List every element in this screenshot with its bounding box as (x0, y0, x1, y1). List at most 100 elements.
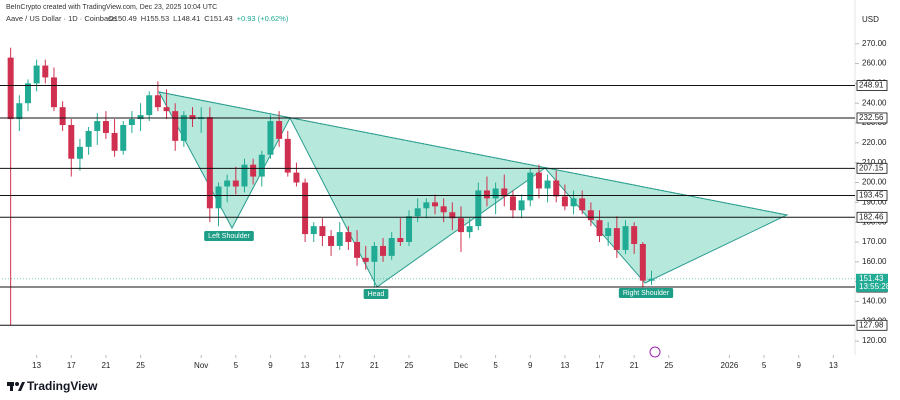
y-tick-label: 160.00 (862, 257, 887, 266)
level-label-box (856, 80, 888, 91)
candle-body (509, 196, 516, 211)
candle-body (276, 121, 283, 139)
candle-body (50, 77, 57, 108)
candle-body (371, 245, 378, 262)
y-tick-label: 200.00 (862, 178, 887, 187)
y-tick-label: 260.00 (862, 59, 887, 68)
level-label-box (856, 319, 888, 331)
candle-body (457, 218, 464, 233)
credit: BeInCrypto created with TradingView.com,… (6, 4, 217, 11)
candle-body (414, 208, 421, 217)
y-tick-label: 220.00 (862, 138, 887, 147)
level-label: 127.98 (859, 320, 884, 329)
x-tick-label: 5 (493, 361, 498, 370)
candle-body (483, 190, 490, 199)
candle-body (527, 172, 534, 201)
y-tick-label: 120.00 (862, 336, 887, 345)
brand: TradingView (27, 379, 98, 393)
level-label: 248.91 (859, 81, 884, 90)
candle-body (345, 232, 352, 242)
annotation: Right Shoulder (618, 288, 674, 298)
candle-body (310, 226, 317, 235)
candle-body (605, 228, 612, 237)
y-tick-label: 270.00 (862, 39, 887, 48)
candle-body (579, 198, 586, 211)
level-label: 193.45 (859, 191, 884, 200)
candle-body (302, 182, 309, 235)
y-tick-label: 170.00 (862, 237, 887, 246)
candle-body (518, 200, 525, 211)
candle-body (24, 83, 31, 104)
candle-body (267, 121, 274, 155)
candle-body (535, 172, 542, 189)
candle-body (250, 164, 257, 177)
level-label: 182.46 (859, 212, 884, 221)
candle-body (94, 121, 101, 131)
candle-body (553, 180, 560, 197)
candle-body (431, 202, 438, 207)
candle-body (172, 111, 179, 141)
candle-body (466, 226, 473, 233)
x-tick-label: 13 (829, 361, 838, 370)
x-tick-label: Nov (194, 361, 208, 370)
x-tick-label: 2026 (721, 361, 739, 370)
candle-body (85, 130, 92, 147)
candle-body (102, 121, 109, 133)
candle-body (76, 146, 83, 159)
candle-body (544, 180, 551, 189)
candle-body (284, 138, 291, 173)
x-tick-label: 21 (630, 361, 639, 370)
candle-body (120, 125, 127, 151)
candle-body (224, 180, 231, 187)
neckline (158, 91, 788, 216)
x-tick-label: 13 (32, 361, 41, 370)
candle-body (622, 226, 629, 250)
candle-body (639, 243, 646, 281)
candle-body (648, 278, 655, 281)
candle-body (33, 65, 40, 84)
candle-body (111, 132, 118, 151)
candle-body (440, 206, 447, 213)
candle-body (293, 172, 300, 183)
x-tick-label: 25 (664, 361, 673, 370)
level-label-box (856, 190, 888, 201)
x-tick-label: 13 (301, 361, 310, 370)
candle-body (596, 220, 603, 237)
last-price-box (856, 273, 888, 292)
x-tick-label: 13 (560, 361, 569, 370)
candle-body (587, 210, 594, 221)
candle-body (354, 241, 361, 258)
candle-body (475, 190, 482, 227)
x-tick-label: 5 (762, 361, 767, 370)
candle-body (631, 226, 638, 244)
candle-body (449, 212, 456, 219)
x-tick-label: 25 (136, 361, 145, 370)
annotation: Left Shoulder (204, 231, 254, 241)
y-tick-label: 140.00 (862, 297, 887, 306)
candle-body (7, 57, 14, 120)
ohlc-value: L148.41 (173, 14, 200, 23)
candle-body (613, 228, 620, 250)
candle-body (570, 198, 577, 207)
x-tick-label: 25 (405, 361, 414, 370)
candle-body (128, 119, 135, 126)
annotation-label: Left Shoulder (208, 233, 250, 240)
event-marker (649, 346, 661, 358)
pattern-fill (158, 91, 789, 288)
symbol: Aave / US Dollar · 1D · Coinbase (6, 14, 116, 23)
candle-body (16, 103, 23, 120)
x-tick-label: 9 (528, 361, 533, 370)
last-price-label: 151.43 (859, 274, 884, 283)
candle-body (406, 216, 413, 242)
ohlc-value: C151.43 (204, 14, 232, 23)
candle-body (319, 226, 326, 237)
x-tick-label: 17 (595, 361, 604, 370)
ohlc-value: +0.93 (+0.62%) (237, 14, 289, 23)
annotation-box (363, 289, 389, 299)
x-tick-label: 9 (268, 361, 273, 370)
candle-body (146, 95, 153, 116)
level-label-box (856, 162, 888, 174)
annotation-label: Head (368, 291, 385, 298)
ohlc-value: O150.49 (108, 14, 137, 23)
candle-body (154, 95, 161, 108)
